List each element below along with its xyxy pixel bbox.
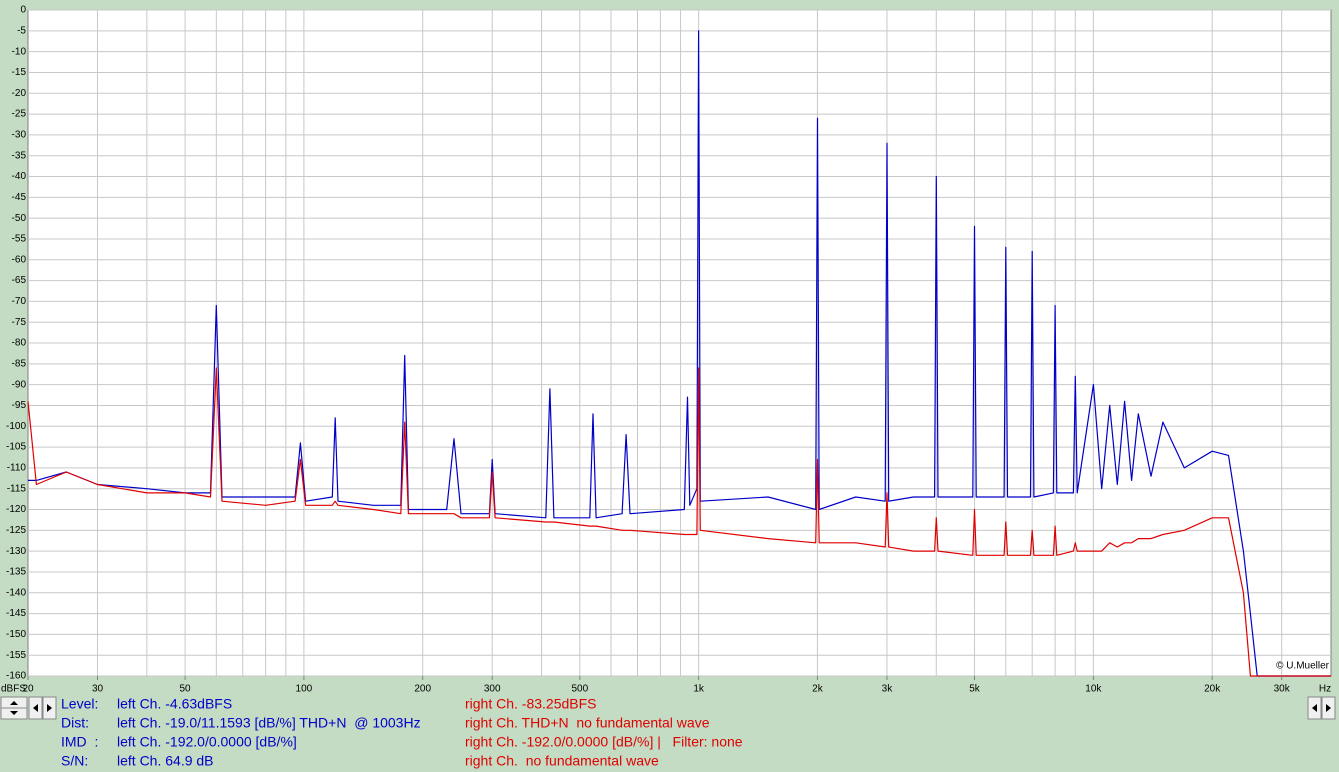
x-tick-label: 500 [571,684,588,695]
x-tick-label: 20k [1204,684,1221,695]
y-tick-label: -135 [6,567,26,578]
scroll-right-button[interactable] [42,696,57,720]
status-right: right Ch. no fundamental wave [465,753,659,769]
y-tick-label: -55 [12,234,27,245]
y-tick-label: -130 [6,546,26,557]
x-tick-label: 3k [882,684,894,695]
y-tick-label: -125 [6,525,26,536]
credit: © U.Mueller [1276,661,1330,672]
status-right: right Ch. -192.0/0.0000 [dB/%] | Filter:… [465,734,743,750]
y-tick-label: -110 [7,463,27,474]
y-tick-label: -160 [6,671,26,682]
x-tick-label: 10k [1085,684,1102,695]
x-tick-label: 30 [92,684,104,695]
y-tick-label: -25 [12,109,27,120]
status-left: left Ch. -19.0/11.1593 [dB/%] THD+N @ 10… [117,715,421,731]
y-tick-label: -80 [12,338,27,349]
status-label: IMD : [61,734,98,750]
status-left: left Ch. -192.0/0.0000 [dB/%] [117,734,297,750]
x-tick-label: 20 [22,684,34,695]
y-tick-label: -65 [12,275,27,286]
y-tick-label: -40 [12,171,27,182]
x-tick-label: 300 [484,684,501,695]
y-tick-label: -120 [6,504,26,515]
y-tick-label: -140 [6,587,26,598]
axis-labels: 0 -5 -10 -15 -20 -25 -30 -35 -40 -45 -50 -55 -60 -65 -… [6,5,1291,695]
x-tick-label: 5k [969,684,981,695]
status-label: Level: [61,696,98,712]
scroll-right-end-button[interactable] [1307,696,1336,720]
y-tick-label: -70 [12,296,27,307]
y-tick-label: -10 [12,46,27,57]
y-tick-label: -60 [12,254,27,265]
y-tick-label: -95 [12,400,27,411]
spectrum-line [27,367,1331,677]
spectrum-line [28,30,1331,677]
status-right: right Ch. THD+N no fundamental wave [465,715,710,731]
y-tick-label: -100 [6,421,26,432]
status-left: left Ch. 64.9 dB [117,753,214,769]
spinner[interactable] [0,696,28,720]
y-tick-label: -85 [12,358,27,369]
y-tick-label: 0 [20,5,26,16]
status-panel: Level: left Ch. -4.63dBFS right Ch. -83.25… [61,696,743,769]
x-unit: Hz [1319,684,1331,695]
status-right: right Ch. -83.25dBFS [465,696,597,712]
y-tick-label: -155 [6,650,26,661]
x-tick-label: 100 [296,684,313,695]
y-tick-label: -5 [17,25,26,36]
y-tick-label: -30 [12,130,27,141]
y-tick-label: -15 [12,67,27,78]
status-label: Dist: [61,715,89,731]
y-tick-label: -90 [12,379,27,390]
y-unit: dBFS [1,684,26,695]
scroll-left-button[interactable] [28,696,43,720]
x-tick-label: 200 [414,684,431,695]
status-left: left Ch. -4.63dBFS [117,696,232,712]
y-tick-label: -145 [6,608,26,619]
x-tick-label: 30k [1274,684,1291,695]
y-tick-label: -20 [12,88,27,99]
y-tick-label: -45 [12,192,27,203]
y-tick-label: -35 [12,150,27,161]
x-tick-label: 1k [693,684,705,695]
y-tick-label: -115 [7,483,27,494]
y-tick-label: -150 [6,629,26,640]
y-tick-label: -50 [12,213,27,224]
traces [27,30,1331,677]
x-tick-label: 2k [812,684,824,695]
grid [28,9,1331,677]
y-tick-label: -75 [12,317,27,328]
y-tick-label: -105 [6,442,26,453]
x-tick-label: 50 [180,684,192,695]
status-label: S/N: [61,753,88,769]
